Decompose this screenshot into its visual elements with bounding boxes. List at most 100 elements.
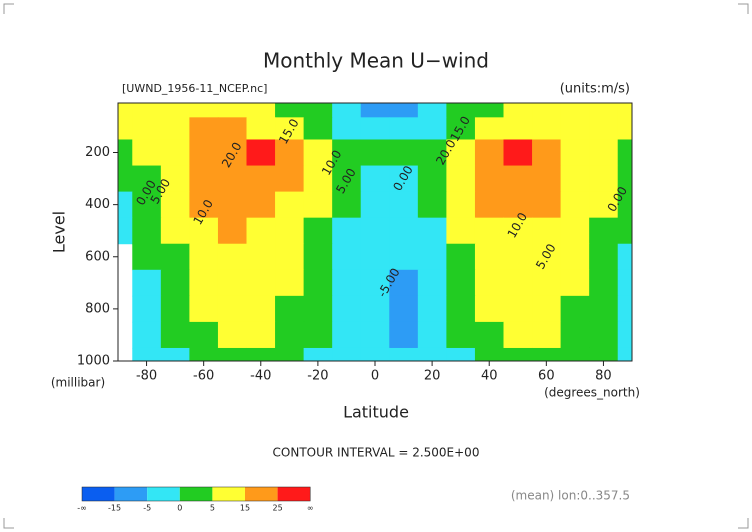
field-cell <box>617 347 633 362</box>
field-cell <box>132 295 162 323</box>
field-cell <box>503 295 533 323</box>
x-tick-label: 40 <box>481 369 498 384</box>
x-tick-label: -80 <box>136 369 157 384</box>
field-cell <box>474 139 504 167</box>
field-cell <box>503 321 533 349</box>
field-cell <box>132 191 162 219</box>
field-cell <box>160 243 190 271</box>
field-cell <box>417 321 447 349</box>
contour-interval: CONTOUR INTERVAL = 2.500E+00 <box>273 446 480 460</box>
x-tick-label: -60 <box>193 369 214 384</box>
field-cell <box>474 269 504 297</box>
field-cell <box>417 347 447 362</box>
field-cell <box>160 295 190 323</box>
field-cell <box>332 117 362 140</box>
field-cell <box>389 243 419 271</box>
field-cell <box>417 103 447 118</box>
field-cell <box>474 243 504 271</box>
field-cell <box>446 103 476 118</box>
field-cell <box>503 191 533 219</box>
y-tick-label: 400 <box>85 197 110 212</box>
field-cell <box>417 165 447 193</box>
field-cell <box>389 191 419 219</box>
field-cell <box>389 117 419 140</box>
field-cell <box>246 217 276 245</box>
field-cell <box>446 165 476 193</box>
field-cell <box>303 321 333 349</box>
field-cell <box>360 191 390 219</box>
field-cell <box>560 269 590 297</box>
field-cell <box>217 321 247 349</box>
field-cell <box>474 165 504 193</box>
field-cell <box>417 117 447 140</box>
x-tick-label: 20 <box>424 369 441 384</box>
field-cell <box>132 347 162 362</box>
field-cell <box>189 103 219 118</box>
field-cell <box>474 103 504 118</box>
x-tick-label: -40 <box>250 369 271 384</box>
field-cell <box>417 217 447 245</box>
field-cell <box>560 191 590 219</box>
y-tick-label: 600 <box>85 249 110 264</box>
corner-marks <box>3 3 749 529</box>
field-cell <box>560 347 590 362</box>
field-cell <box>589 191 619 219</box>
field-cell <box>617 217 633 245</box>
field-cell <box>189 217 219 245</box>
field-cell <box>189 191 219 219</box>
field-cell <box>303 217 333 245</box>
field-cell <box>503 243 533 271</box>
field-cell <box>360 217 390 245</box>
field-cell <box>246 103 276 118</box>
field-cell <box>417 139 447 167</box>
subtitle: [UWND_1956-11_NCEP.nc] <box>122 82 267 95</box>
field-cell <box>332 165 362 193</box>
field-cell <box>275 321 305 349</box>
field-cell <box>389 139 419 167</box>
field-cell <box>332 139 362 167</box>
field-cell <box>503 217 533 245</box>
field-cell <box>589 117 619 140</box>
y-axis-label: Level <box>50 211 69 253</box>
colorbar-label: 0 <box>177 504 182 513</box>
field-cell <box>503 165 533 193</box>
colorbar-label: -∞ <box>77 504 87 513</box>
field-cell <box>303 103 333 118</box>
y-tick-label: 200 <box>85 145 110 160</box>
field-cell <box>275 139 305 167</box>
field-cell <box>160 117 190 140</box>
field-cell <box>389 165 419 193</box>
field-cell <box>474 321 504 349</box>
colorbar-label: -15 <box>108 504 121 513</box>
field-cell <box>560 321 590 349</box>
field-cell <box>246 191 276 219</box>
field-cell <box>532 103 562 118</box>
field-cell <box>503 347 533 362</box>
field-cell <box>417 295 447 323</box>
field-cell <box>532 139 562 167</box>
field-cell <box>389 347 419 362</box>
field-cell <box>617 139 633 167</box>
field-cell <box>446 139 476 167</box>
field-cell <box>332 217 362 245</box>
field-cell <box>532 269 562 297</box>
x-tick-label: -20 <box>307 369 328 384</box>
field-cell <box>217 139 247 167</box>
field-cell <box>503 269 533 297</box>
field-cell <box>132 217 162 245</box>
field-cell <box>589 139 619 167</box>
field-cell <box>246 139 276 167</box>
field-cell <box>332 321 362 349</box>
field-cell <box>589 347 619 362</box>
field-cell <box>474 191 504 219</box>
field-cell <box>332 269 362 297</box>
field-cell <box>303 165 333 193</box>
field-cell <box>332 295 362 323</box>
field-cell <box>446 269 476 297</box>
field-cell <box>560 243 590 271</box>
field-cell <box>474 295 504 323</box>
colorbar-label: 5 <box>210 504 215 513</box>
field-cell <box>303 191 333 219</box>
field-cell <box>275 295 305 323</box>
x-tick-label: 0 <box>371 369 379 384</box>
